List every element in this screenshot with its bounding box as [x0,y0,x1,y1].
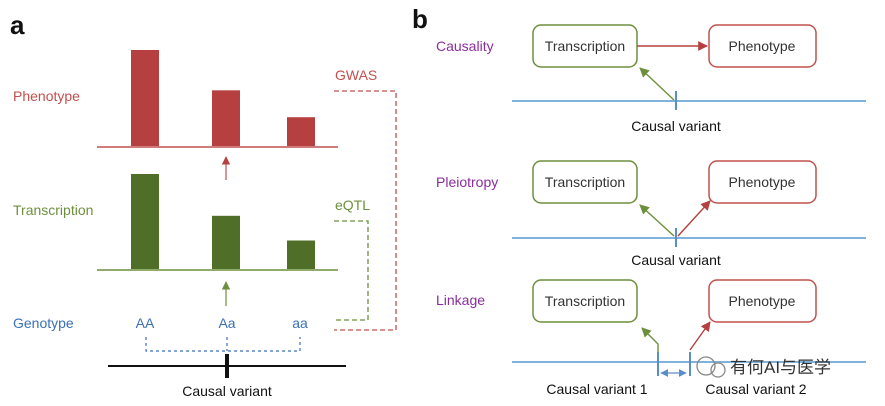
genotype-aa-het: Aa [218,315,235,331]
linkage-variant2-label: Causal variant 2 [705,381,806,397]
phenotype-bar-2 [212,90,240,146]
gwas-label: GWAS [335,67,377,83]
causality-label: Causality [436,38,494,54]
pleiotropy-transcription-text: Transcription [545,174,625,190]
transcription-bar-1 [131,174,159,269]
causality-phenotype-text: Phenotype [729,38,796,54]
linkage-variant1-to-transcription-arrow [641,327,659,375]
phenotype-bar-3 [287,117,315,146]
transcription-bar-3 [287,240,315,269]
causality-row: Causality Transcription Phenotype Causal… [436,24,866,134]
pleiotropy-phenotype-box [708,160,817,204]
genotype-aa-upper: AA [136,315,155,331]
eqtl-connector [334,220,369,321]
linkage-variant1-label: Causal variant 1 [546,381,647,397]
causality-phenotype-box [708,24,817,68]
transcription-label: Transcription [13,202,93,218]
eqtl-label: eQTL [335,197,370,213]
causality-transcription-text: Transcription [545,38,625,54]
genotype-aa-lower: aa [292,315,308,331]
linkage-transcription-box [532,279,638,323]
phenotype-label: Phenotype [13,88,80,104]
watermark-logo-icon [696,356,716,376]
phenotype-bar-1 [131,50,159,146]
linkage-variant2-to-phenotype-arrow [689,321,711,351]
pleiotropy-transcription-box [532,160,638,204]
pleiotropy-variant-to-phenotype-arrow [677,200,711,237]
genotype-label: Genotype [13,315,74,331]
causality-variant-label: Causal variant [631,118,721,134]
pleiotropy-phenotype-text: Phenotype [729,174,796,190]
linkage-transcription-text: Transcription [545,293,625,309]
causality-variant-to-transcription-arrow [639,67,675,101]
pleiotropy-row: Pleiotropy Transcription Phenotype Causa… [436,160,866,268]
linkage-label: Linkage [436,292,485,308]
pleiotropy-variant-to-transcription-arrow [639,204,675,237]
panel-b-letter: b [412,4,428,34]
phenotype-bars [131,50,315,146]
pleiotropy-variant-label: Causal variant [631,252,721,268]
watermark: 有何AI与医学 [696,356,831,378]
watermark-text: 有何AI与医学 [730,358,831,377]
gwas-connector [334,90,397,331]
panel-a-letter: a [10,10,25,40]
linkage-row: Linkage Transcription Phenotype Causal v… [436,279,866,397]
pleiotropy-label: Pleiotropy [436,174,498,190]
linkage-phenotype-text: Phenotype [729,293,796,309]
watermark-logo-icon-small [710,362,726,378]
genotype-bracket [145,337,301,352]
linkage-phenotype-box [708,279,817,323]
transcription-bars [131,174,315,269]
transcription-bar-2 [212,215,240,269]
causal-variant-label: Causal variant [182,383,272,399]
